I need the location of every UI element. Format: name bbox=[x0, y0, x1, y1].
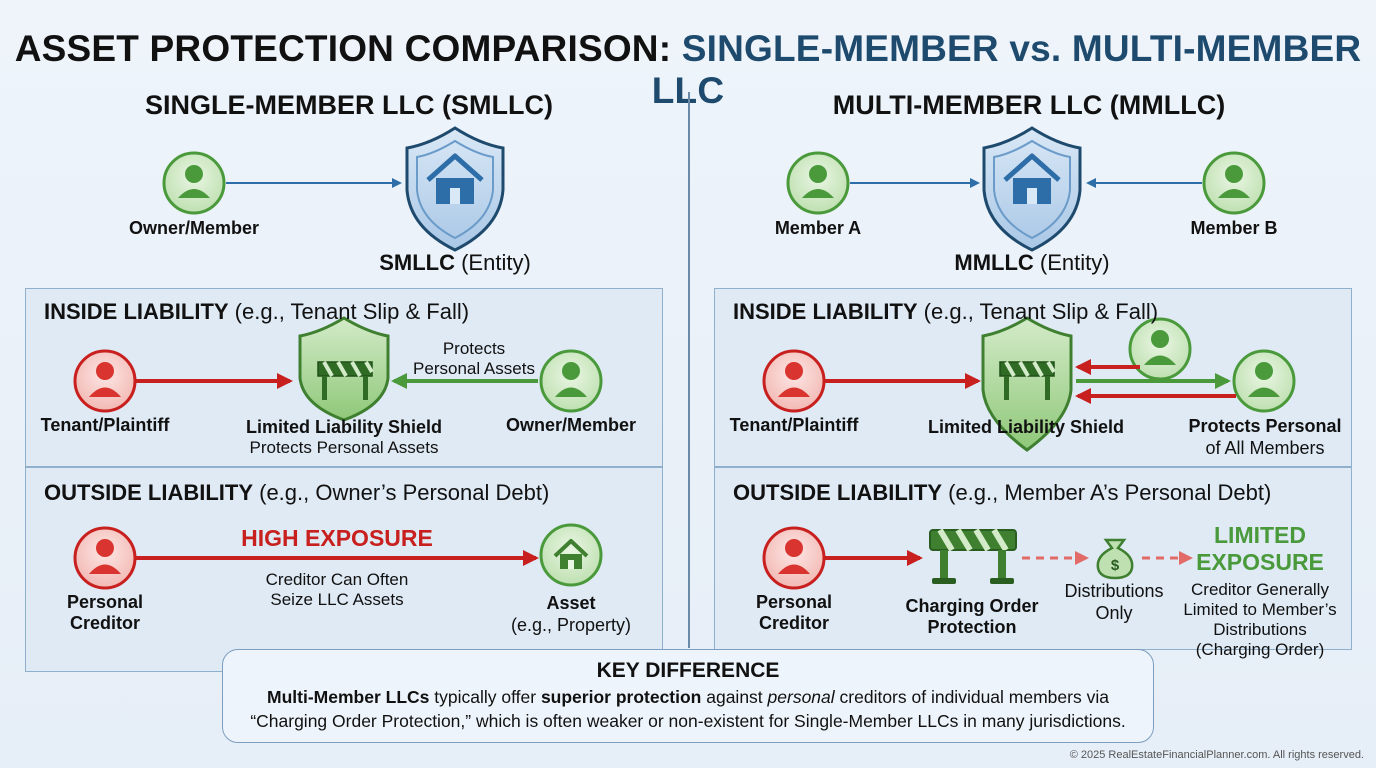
mmllc-protects-line1: Protects Personal bbox=[1188, 416, 1342, 436]
mmllc-plaintiff-label: Tenant/Plaintiff bbox=[729, 415, 859, 435]
smllc-outside-note: Creditor Can Often Seize LLC Assets bbox=[237, 570, 437, 610]
smllc-owner-person-icon bbox=[162, 151, 226, 215]
mmllc-entity-label: MMLLC (Entity) bbox=[932, 250, 1132, 276]
mmllc-inside-member-right-person-icon bbox=[1232, 349, 1296, 413]
smllc-arrow-note-line2: Personal Assets bbox=[413, 359, 535, 378]
smllc-panel-separator bbox=[26, 466, 662, 468]
limited-exposure-line2: EXPOSURE bbox=[1196, 549, 1324, 575]
smllc-arrow-note-line1: Protects bbox=[442, 339, 506, 358]
smllc-creditor-label-line1: Personal bbox=[66, 592, 144, 612]
mmllc-panel-separator bbox=[715, 466, 1351, 468]
smllc-shield-label: Limited Liability Shield bbox=[245, 417, 443, 437]
key-difference-box: KEY DIFFERENCE Multi-Member LLCs typical… bbox=[222, 649, 1154, 743]
distributions-label-line2: Only bbox=[1095, 603, 1133, 623]
smllc-plaintiff-person-icon bbox=[73, 349, 137, 413]
smllc-inside-title-bold: INSIDE LIABILITY bbox=[44, 299, 229, 324]
smllc-outside-title: OUTSIDE LIABILITY (e.g., Owner’s Persona… bbox=[44, 480, 549, 506]
charging-order-label-line2: Protection bbox=[927, 617, 1017, 637]
mmllc-inside-member-top-person-icon bbox=[1128, 317, 1192, 381]
smllc-owner-label: Owner/Member bbox=[128, 218, 260, 238]
key-difference-title: KEY DIFFERENCE bbox=[596, 659, 780, 682]
mmllc-outside-note-line4: (Charging Order) bbox=[1195, 640, 1325, 659]
mmllc-outside-note-line1: Creditor Generally bbox=[1191, 580, 1329, 599]
smllc-entity-label: SMLLC (Entity) bbox=[355, 250, 555, 276]
svg-text:$: $ bbox=[1111, 557, 1120, 574]
asset-sublabel: (e.g., Property) bbox=[510, 615, 632, 635]
smllc-shield-house-icon bbox=[405, 126, 505, 252]
smllc-plaintiff-label: Tenant/Plaintiff bbox=[40, 415, 170, 435]
money-bag-icon: $ bbox=[1096, 538, 1134, 580]
key-difference-body: Multi-Member LLCs typically offer superi… bbox=[223, 685, 1153, 733]
smllc-asset-house-icon bbox=[539, 523, 603, 587]
smllc-outside-title-bold: OUTSIDE LIABILITY bbox=[44, 480, 253, 505]
charging-order-barricade-icon bbox=[929, 528, 1017, 584]
smllc-creditor-label: Personal Creditor bbox=[45, 592, 165, 634]
smllc-shield-barricade-icon bbox=[298, 316, 390, 422]
member-a-label: Member A bbox=[774, 218, 862, 238]
mmllc-outside-title: OUTSIDE LIABILITY (e.g., Member A’s Pers… bbox=[733, 480, 1271, 506]
smllc-arrow-note: Protects Personal Assets bbox=[394, 339, 554, 379]
smllc-heading: SINGLE-MEMBER LLC (SMLLC) bbox=[145, 90, 553, 120]
smllc-inside-owner-label: Owner/Member bbox=[505, 415, 637, 435]
title-part-2: SINGLE-MEMBER vs. MULTI-MEMBER LLC bbox=[651, 28, 1362, 111]
mmllc-entity-name: MMLLC bbox=[954, 250, 1034, 275]
page-title: ASSET PROTECTION COMPARISON: SINGLE-MEMB… bbox=[0, 28, 1376, 112]
mmllc-shield-house-icon bbox=[982, 126, 1082, 252]
mmllc-outside-note-line3: Distributions bbox=[1213, 620, 1307, 639]
key-text-3: creditors of individual members via bbox=[834, 687, 1109, 707]
key-term-personal: personal bbox=[767, 687, 835, 707]
mmllc-creditor-label-line2: Creditor bbox=[758, 613, 829, 633]
distributions-label: Distributions Only bbox=[1054, 580, 1174, 624]
mmllc-creditor-label: Personal Creditor bbox=[734, 592, 854, 634]
mmllc-inside-title-bold: INSIDE LIABILITY bbox=[733, 299, 918, 324]
key-term-mmllc: Multi-Member LLCs bbox=[267, 687, 430, 707]
key-difference-line1: Multi-Member LLCs typically offer superi… bbox=[223, 685, 1153, 709]
mmllc-protects-line2: of All Members bbox=[1205, 438, 1325, 458]
mmllc-plaintiff-person-icon bbox=[762, 349, 826, 413]
key-difference-line2: “Charging Order Protection,” which is of… bbox=[250, 711, 1126, 731]
mmllc-outside-note-line2: Limited to Member’s bbox=[1183, 600, 1337, 619]
smllc-outside-title-rest: (e.g., Owner’s Personal Debt) bbox=[253, 480, 550, 505]
title-part-1: ASSET PROTECTION COMPARISON: bbox=[14, 28, 672, 69]
smllc-inside-title: INSIDE LIABILITY (e.g., Tenant Slip & Fa… bbox=[44, 299, 469, 325]
mmllc-outside-title-rest: (e.g., Member A’s Personal Debt) bbox=[942, 480, 1272, 505]
key-term-superior: superior protection bbox=[540, 687, 702, 707]
column-divider bbox=[688, 92, 690, 648]
member-b-person-icon bbox=[1202, 151, 1266, 215]
distributions-label-line1: Distributions bbox=[1064, 581, 1164, 601]
key-text-2: against bbox=[701, 687, 768, 707]
mmllc-shield-barricade-icon bbox=[981, 316, 1073, 452]
smllc-entity-suffix: (Entity) bbox=[454, 250, 531, 275]
smllc-outside-note-line2: Seize LLC Assets bbox=[270, 590, 404, 609]
member-b-label: Member B bbox=[1190, 218, 1278, 238]
copyright: © 2025 RealEstateFinancialPlanner.com. A… bbox=[1069, 749, 1364, 761]
charging-order-label-line1: Charging Order bbox=[905, 596, 1039, 616]
mmllc-inside-title-rest: (e.g., Tenant Slip & Fall) bbox=[917, 299, 1159, 324]
mmllc-outside-title-bold: OUTSIDE LIABILITY bbox=[733, 480, 942, 505]
limited-exposure-line1: LIMITED bbox=[1214, 522, 1306, 548]
mmllc-heading: MULTI-MEMBER LLC (MMLLC) bbox=[832, 90, 1226, 120]
smllc-inside-owner-person-icon bbox=[539, 349, 603, 413]
mmllc-inside-title: INSIDE LIABILITY (e.g., Tenant Slip & Fa… bbox=[733, 299, 1158, 325]
smllc-shield-sublabel: Protects Personal Assets bbox=[249, 438, 439, 457]
member-a-person-icon bbox=[786, 151, 850, 215]
mmllc-protects-label: Protects Personal of All Members bbox=[1170, 415, 1360, 459]
charging-order-label: Charging Order Protection bbox=[902, 596, 1042, 638]
key-text-1: typically offer bbox=[429, 687, 541, 707]
smllc-inside-title-rest: (e.g., Tenant Slip & Fall) bbox=[228, 299, 470, 324]
smllc-creditor-person-icon bbox=[73, 526, 137, 590]
asset-label: Asset bbox=[546, 593, 596, 613]
mmllc-shield-label: Limited Liability Shield bbox=[927, 417, 1125, 437]
smllc-creditor-label-line2: Creditor bbox=[69, 613, 140, 633]
smllc-outside-note-line1: Creditor Can Often bbox=[265, 570, 409, 589]
smllc-entity-name: SMLLC bbox=[379, 250, 455, 275]
mmllc-creditor-person-icon bbox=[762, 526, 826, 590]
mmllc-entity-suffix: (Entity) bbox=[1033, 250, 1110, 275]
high-exposure-label: HIGH EXPOSURE bbox=[241, 525, 433, 551]
mmllc-creditor-label-line1: Personal bbox=[755, 592, 833, 612]
mmllc-outside-note: Creditor Generally Limited to Member’s D… bbox=[1170, 580, 1350, 660]
limited-exposure-label: LIMITED EXPOSURE bbox=[1180, 522, 1340, 576]
